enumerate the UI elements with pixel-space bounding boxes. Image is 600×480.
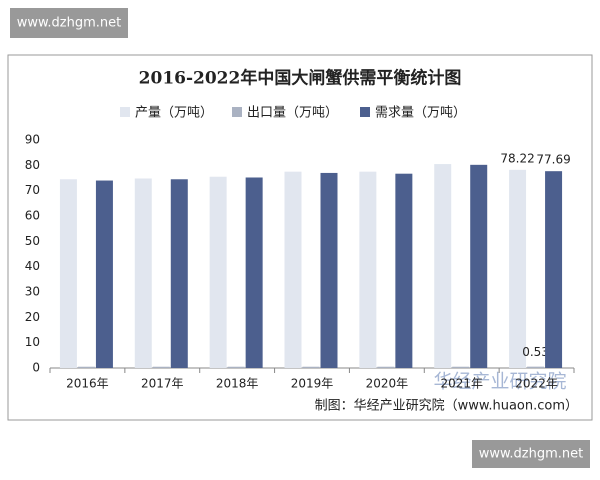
bar: [227, 366, 245, 368]
bar: [170, 179, 188, 368]
bar: [134, 178, 152, 368]
legend-label: 出口量（万吨）: [247, 106, 338, 121]
bar: [209, 176, 227, 368]
bar: [509, 169, 527, 368]
bar: [434, 164, 452, 368]
bar: [284, 171, 302, 368]
y-tick-label: 50: [25, 234, 40, 248]
y-tick-label: 90: [25, 133, 40, 147]
x-tick-label: 2022年: [515, 377, 558, 391]
watermark: 华经产业研究院: [433, 371, 566, 393]
bar: [377, 366, 395, 368]
y-tick-label: 40: [25, 259, 40, 273]
bar: [470, 164, 488, 368]
x-tick-label: 2020年: [366, 377, 409, 391]
bar: [152, 366, 170, 368]
value-label: 78.22: [500, 151, 534, 165]
bar: [320, 172, 338, 368]
bar: [95, 180, 113, 368]
y-tick-label: 80: [25, 158, 40, 172]
bar: [452, 366, 470, 368]
watermark: www.dzhgm.net: [17, 16, 122, 31]
bar: [395, 173, 413, 368]
bar: [59, 179, 77, 368]
watermark-box: [472, 440, 590, 468]
bar: [245, 177, 263, 368]
y-tick-label: 70: [25, 183, 40, 197]
watermark: www.dzhgm.net: [479, 447, 584, 462]
bar: [545, 171, 563, 368]
x-tick-label: 2019年: [291, 377, 334, 391]
bar: [302, 366, 320, 368]
legend-label: 需求量（万吨）: [375, 106, 466, 121]
y-tick-label: 60: [25, 209, 40, 223]
bar: [77, 366, 95, 368]
legend-swatch: [360, 107, 370, 117]
legend-label: 产量（万吨）: [135, 106, 213, 121]
bar: [527, 366, 545, 368]
value-label: 0.53: [522, 345, 549, 359]
y-tick-label: 0: [32, 361, 40, 375]
value-label: 77.69: [536, 153, 570, 167]
bar: [359, 171, 377, 368]
y-tick-label: 20: [25, 310, 40, 324]
chart-title: 2016-2022年中国大闸蟹供需平衡统计图: [139, 68, 462, 89]
legend-swatch: [232, 107, 242, 117]
x-tick-label: 2021年: [440, 377, 483, 391]
x-tick-label: 2016年: [66, 377, 109, 391]
source: 制图：华经产业研究院（www.huaon.com）: [315, 399, 578, 414]
x-tick-label: 2018年: [216, 377, 259, 391]
legend-swatch: [120, 107, 130, 117]
watermark-box: [10, 8, 128, 38]
y-tick-label: 10: [25, 335, 40, 349]
y-tick-label: 30: [25, 285, 40, 299]
x-tick-label: 2017年: [141, 377, 184, 391]
